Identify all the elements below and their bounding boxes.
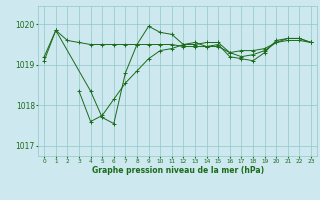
X-axis label: Graphe pression niveau de la mer (hPa): Graphe pression niveau de la mer (hPa) — [92, 166, 264, 175]
